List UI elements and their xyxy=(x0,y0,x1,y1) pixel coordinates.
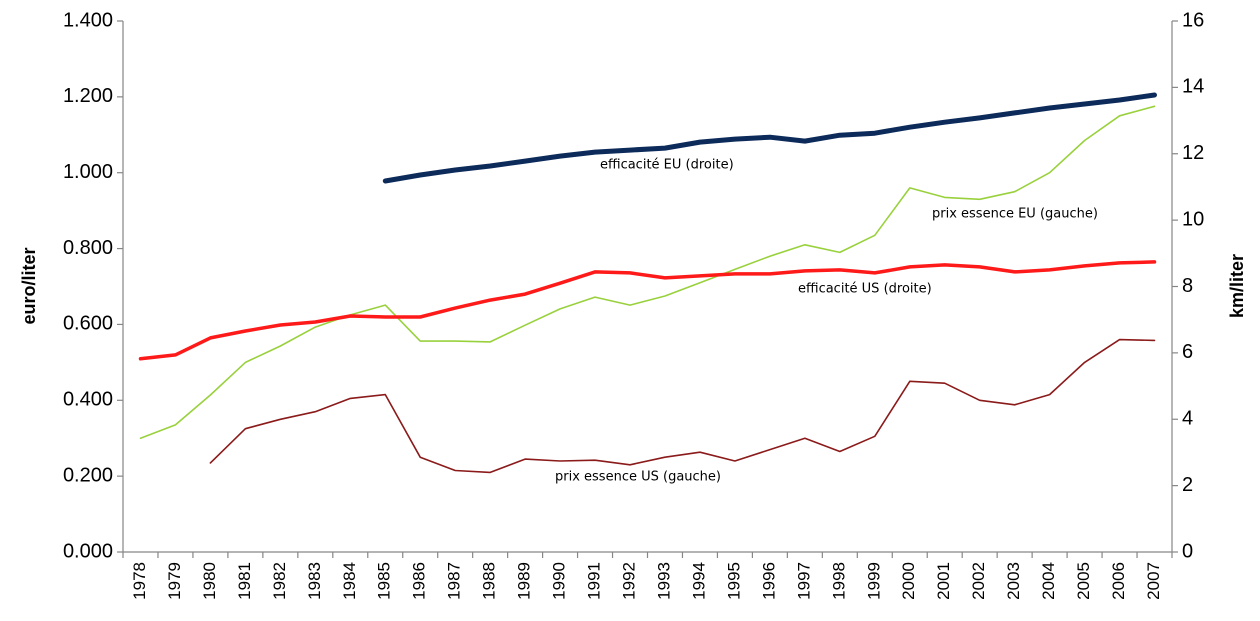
y-axis-label: euro/liter xyxy=(19,247,39,324)
x-tick-label: 1992 xyxy=(620,562,639,600)
x-tick-label: 2003 xyxy=(1004,562,1023,600)
x-tick-label: 1999 xyxy=(864,562,883,600)
x-tick-label: 2002 xyxy=(969,562,988,600)
y-tick-label: 0.600 xyxy=(63,313,113,335)
x-tick-label: 1991 xyxy=(585,562,604,600)
x-tick-label: 2001 xyxy=(934,562,953,600)
series-line xyxy=(209,338,1156,474)
y2-tick-label: 14 xyxy=(1182,76,1204,98)
series-line xyxy=(382,92,1157,184)
x-tick-label: 2000 xyxy=(899,562,918,600)
series-label: prix essence US (gauche) xyxy=(555,470,721,485)
y-tick-label: 0.400 xyxy=(63,389,113,411)
x-tick-label: 1996 xyxy=(759,562,778,600)
y2-tick-label: 0 xyxy=(1182,540,1193,562)
y2-tick-label: 12 xyxy=(1182,142,1204,164)
x-tick-label: 1997 xyxy=(794,562,813,600)
x-tick-label: 1998 xyxy=(829,562,848,600)
series-label: efficacité US (droite) xyxy=(798,282,932,297)
series-label: efficacité EU (droite) xyxy=(600,158,734,173)
y2-tick-label: 10 xyxy=(1182,208,1204,230)
x-tick-label: 2005 xyxy=(1074,562,1093,600)
x-tick-label: 1987 xyxy=(445,562,464,600)
x-tick-label: 1978 xyxy=(130,562,149,600)
y2-tick-label: 4 xyxy=(1182,408,1193,430)
x-tick-label: 2007 xyxy=(1144,562,1163,600)
x-tick-label: 1982 xyxy=(270,562,289,600)
x-tick-label: 1981 xyxy=(235,562,254,600)
x-tick-label: 1984 xyxy=(340,562,359,600)
x-tick-label: 1994 xyxy=(689,562,708,600)
x-tick-label: 1979 xyxy=(165,562,184,600)
x-tick-label: 1985 xyxy=(375,562,394,600)
x-tick-label: 1983 xyxy=(305,562,324,600)
y-tick-label: 0.000 xyxy=(63,540,113,562)
x-tick-label: 2006 xyxy=(1109,562,1128,600)
x-tick-label: 2004 xyxy=(1039,562,1058,600)
series-line xyxy=(139,105,1156,439)
x-tick-label: 1980 xyxy=(200,562,219,600)
y-tick-label: 0.800 xyxy=(63,237,113,259)
x-tick-label: 1990 xyxy=(550,562,569,600)
x-tick-label: 1986 xyxy=(410,562,429,600)
y-tick-label: 1.400 xyxy=(63,9,113,31)
y2-tick-label: 16 xyxy=(1182,9,1204,31)
y2-axis-label: km/liter xyxy=(1227,254,1247,318)
x-tick-label: 1995 xyxy=(724,562,743,600)
y2-tick-label: 2 xyxy=(1182,474,1193,496)
y-tick-label: 1.200 xyxy=(63,85,113,107)
y2-tick-label: 6 xyxy=(1182,341,1193,363)
series-line xyxy=(138,260,1157,361)
y-tick-label: 0.200 xyxy=(63,464,113,486)
x-tick-label: 1993 xyxy=(654,562,673,600)
y2-tick-label: 8 xyxy=(1182,275,1193,297)
series-label: prix essence EU (gauche) xyxy=(932,207,1098,222)
x-tick-label: 1988 xyxy=(480,562,499,600)
y-tick-label: 1.000 xyxy=(63,161,113,183)
x-tick-label: 1989 xyxy=(515,562,534,600)
